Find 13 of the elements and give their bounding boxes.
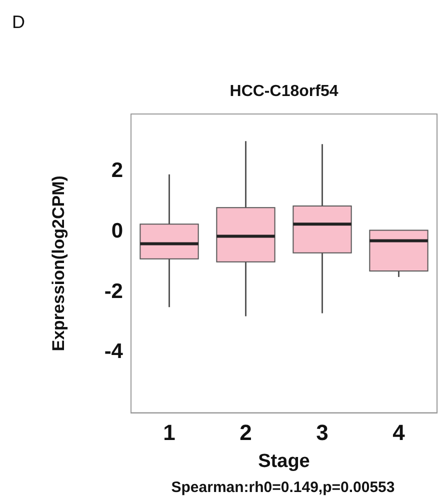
text: Spearman:rh0=0.149,p=0.00553 <box>171 479 395 496</box>
y-tick-label: 0 <box>111 220 123 243</box>
chart-title: HCC-C18orf54 <box>230 83 338 100</box>
y-tick-label: -4 <box>104 340 124 364</box>
x-tick-label: 3 <box>316 420 328 446</box>
y-tick-label: 2 <box>111 159 123 182</box>
x-tick-label: 4 <box>392 420 406 446</box>
x-tick-label: 1 <box>163 420 176 446</box>
y-axis-title: Expression(log2CPM) <box>48 176 68 352</box>
y-tick-label: -2 <box>104 280 123 303</box>
x-axis-title: Stage <box>258 450 310 472</box>
text: D <box>12 12 25 32</box>
x-tick-label: 2 <box>240 420 252 446</box>
